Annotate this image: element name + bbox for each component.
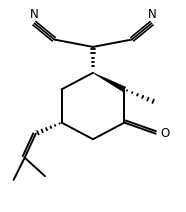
Text: N: N [148,8,156,21]
Text: O: O [160,127,170,140]
Polygon shape [93,73,126,92]
Text: N: N [30,8,38,21]
